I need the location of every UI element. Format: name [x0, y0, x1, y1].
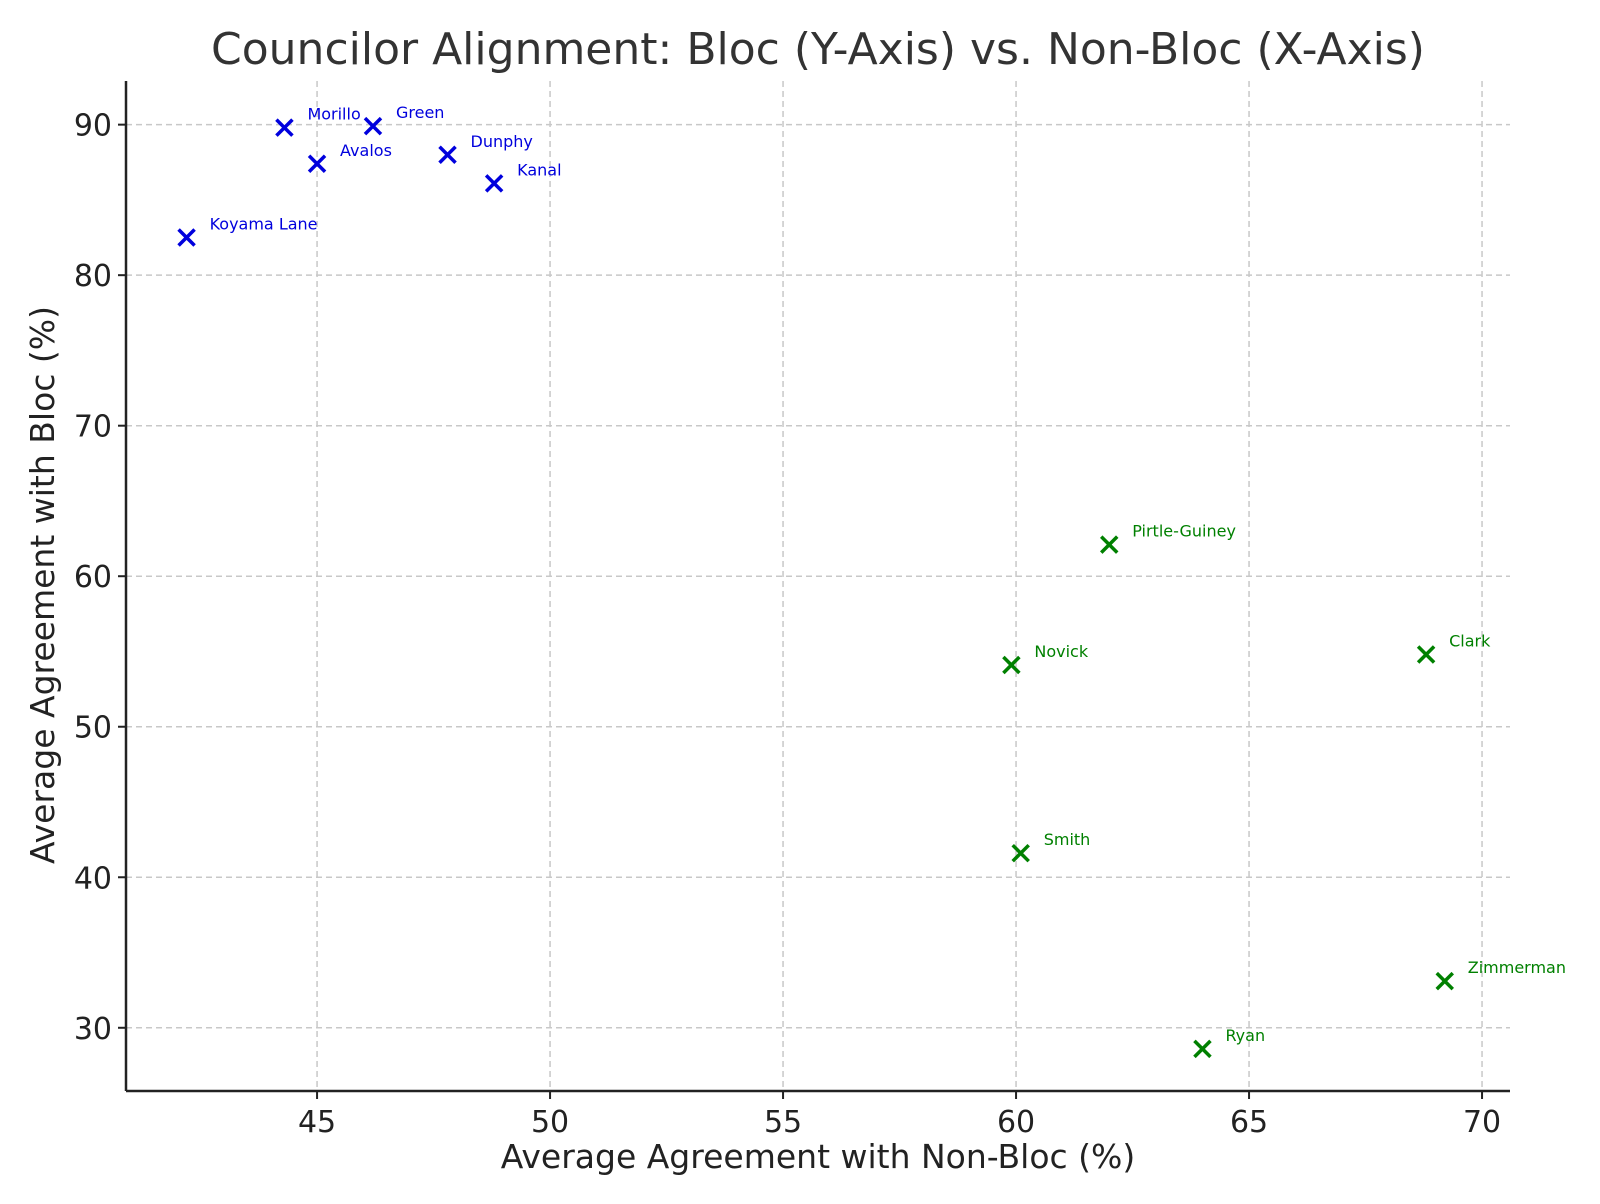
x-marker-stroke [1100, 535, 1119, 554]
point-label: Green [396, 103, 444, 122]
y-tick-label: 90 [74, 109, 112, 144]
data-point [438, 145, 457, 164]
grid-layer [126, 81, 1510, 1091]
data-point [484, 174, 504, 193]
point-label: Zimmerman [1468, 958, 1566, 977]
point-label: Morillo [307, 105, 360, 124]
x-marker-stroke [307, 154, 327, 174]
y-tick-label: 50 [74, 711, 112, 746]
x-marker-stroke [484, 174, 504, 193]
x-marker-stroke [275, 118, 294, 137]
y-tick-label: 30 [74, 1012, 112, 1047]
data-point [1002, 655, 1021, 675]
x-marker-stroke [1002, 655, 1021, 675]
point-label: Dunphy [471, 132, 533, 151]
point-label: Pirtle-Guiney [1132, 522, 1236, 541]
x-marker-stroke [1011, 843, 1030, 863]
point-label: Ryan [1225, 1026, 1265, 1045]
data-point [1416, 645, 1436, 664]
data-point [363, 116, 383, 136]
data-point [1100, 535, 1119, 554]
data-point [177, 228, 196, 247]
y-tick-label: 60 [74, 560, 112, 595]
point-label: Novick [1034, 642, 1088, 661]
point-label: Smith [1044, 830, 1091, 849]
data-point [307, 154, 327, 174]
data-point [1011, 843, 1030, 863]
axes-layer [124, 81, 1510, 1093]
point-label: Avalos [340, 141, 392, 160]
x-marker-stroke [1435, 971, 1454, 991]
y-tick-label: 40 [74, 861, 112, 896]
data-point [1193, 1039, 1212, 1059]
x-marker-stroke [438, 145, 457, 164]
x-tick-label: 65 [1230, 1105, 1268, 1140]
x-marker-stroke [363, 116, 383, 136]
x-marker-stroke [177, 228, 196, 247]
x-tick-label: 70 [1463, 1105, 1501, 1140]
x-tick-label: 45 [298, 1105, 336, 1140]
x-tick-label: 50 [531, 1105, 569, 1140]
y-tick-label: 70 [74, 410, 112, 445]
x-tick-label: 55 [764, 1105, 802, 1140]
x-marker-stroke [1416, 645, 1436, 664]
x-axis-label: Average Agreement with Non-Bloc (%) [501, 1137, 1136, 1176]
y-tick-label: 80 [74, 259, 112, 294]
x-marker-stroke [1193, 1039, 1212, 1059]
y-axis-label: Average Agreement with Bloc (%) [23, 306, 62, 864]
point-label: Kanal [517, 160, 561, 179]
data-point [275, 118, 294, 137]
data-point [1435, 971, 1454, 991]
chart-title: Councilor Alignment: Bloc (Y-Axis) vs. N… [211, 24, 1425, 75]
point-label: Koyama Lane [210, 215, 318, 234]
x-tick-label: 60 [997, 1105, 1035, 1140]
point-label: Clark [1449, 631, 1491, 650]
ticks-layer: 45 50 55 60 65 70 30 40 50 60 70 80 90 [74, 109, 1501, 1140]
